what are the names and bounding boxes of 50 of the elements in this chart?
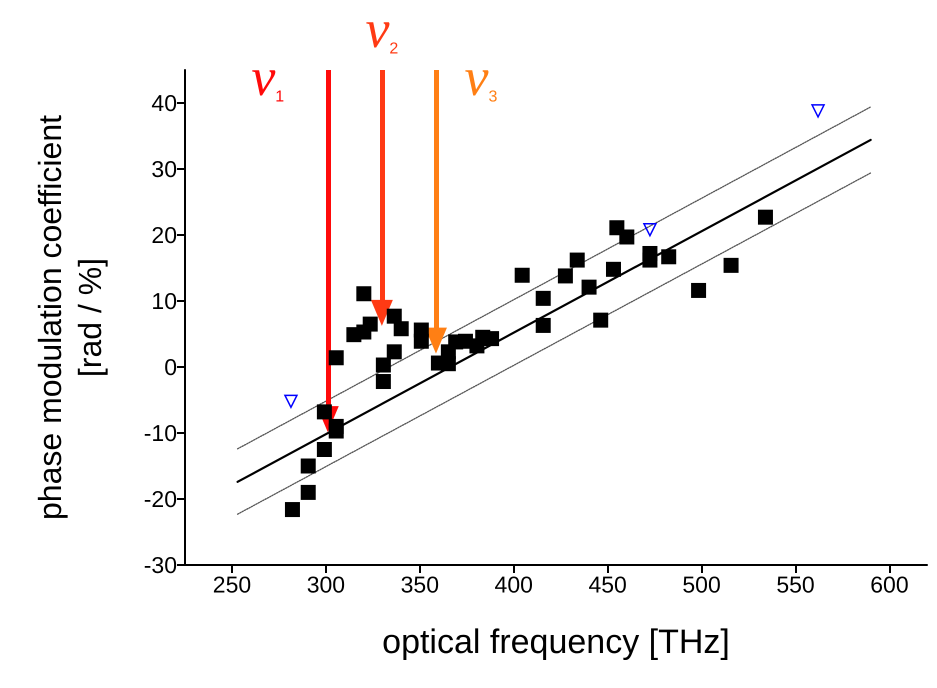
x-tick-label: 250 — [212, 572, 252, 598]
y-tick-label: -20 — [144, 486, 177, 512]
point — [386, 344, 402, 360]
point — [328, 350, 344, 366]
x-tick-label: 500 — [682, 572, 721, 598]
x-tick-label: 600 — [870, 572, 909, 598]
y-tick-label: 0 — [164, 354, 177, 380]
x-axis-title: optical frequency [THz] — [382, 623, 730, 661]
point — [811, 104, 825, 118]
point — [376, 358, 391, 373]
point — [619, 229, 634, 244]
point — [570, 252, 585, 268]
point — [300, 484, 316, 500]
point — [386, 308, 402, 324]
point — [661, 249, 676, 264]
x-tick-label: 350 — [400, 572, 439, 598]
y-tick-label: -10 — [144, 420, 177, 446]
point — [606, 262, 621, 277]
point — [643, 222, 657, 236]
point — [394, 321, 409, 336]
y-tick-label: 20 — [151, 222, 177, 248]
x-tick-label: 450 — [588, 572, 627, 598]
point — [484, 331, 500, 346]
point — [514, 268, 530, 283]
y-tick-label: 30 — [151, 156, 177, 182]
point — [376, 374, 391, 390]
y-tick-label: 10 — [151, 288, 177, 314]
point — [593, 312, 608, 328]
point — [536, 318, 551, 333]
y-tick-label: -30 — [144, 552, 177, 578]
point — [758, 210, 773, 225]
x-tick-label: 400 — [494, 572, 533, 598]
x-tick-label: 300 — [306, 572, 346, 598]
point — [642, 252, 658, 268]
point — [558, 268, 573, 284]
point — [300, 458, 316, 474]
point — [328, 424, 344, 439]
point — [724, 258, 739, 273]
point — [582, 280, 597, 295]
point — [356, 286, 372, 302]
x-tick-label: 550 — [776, 572, 815, 598]
point — [536, 290, 551, 306]
y-axis-title: phase modulation coefficient [rad / %] — [32, 114, 108, 520]
point — [284, 502, 300, 518]
point — [316, 442, 332, 457]
point — [284, 394, 298, 408]
y-tick-label: 40 — [151, 90, 177, 116]
point — [691, 282, 706, 298]
point — [414, 334, 429, 349]
point — [362, 316, 378, 332]
